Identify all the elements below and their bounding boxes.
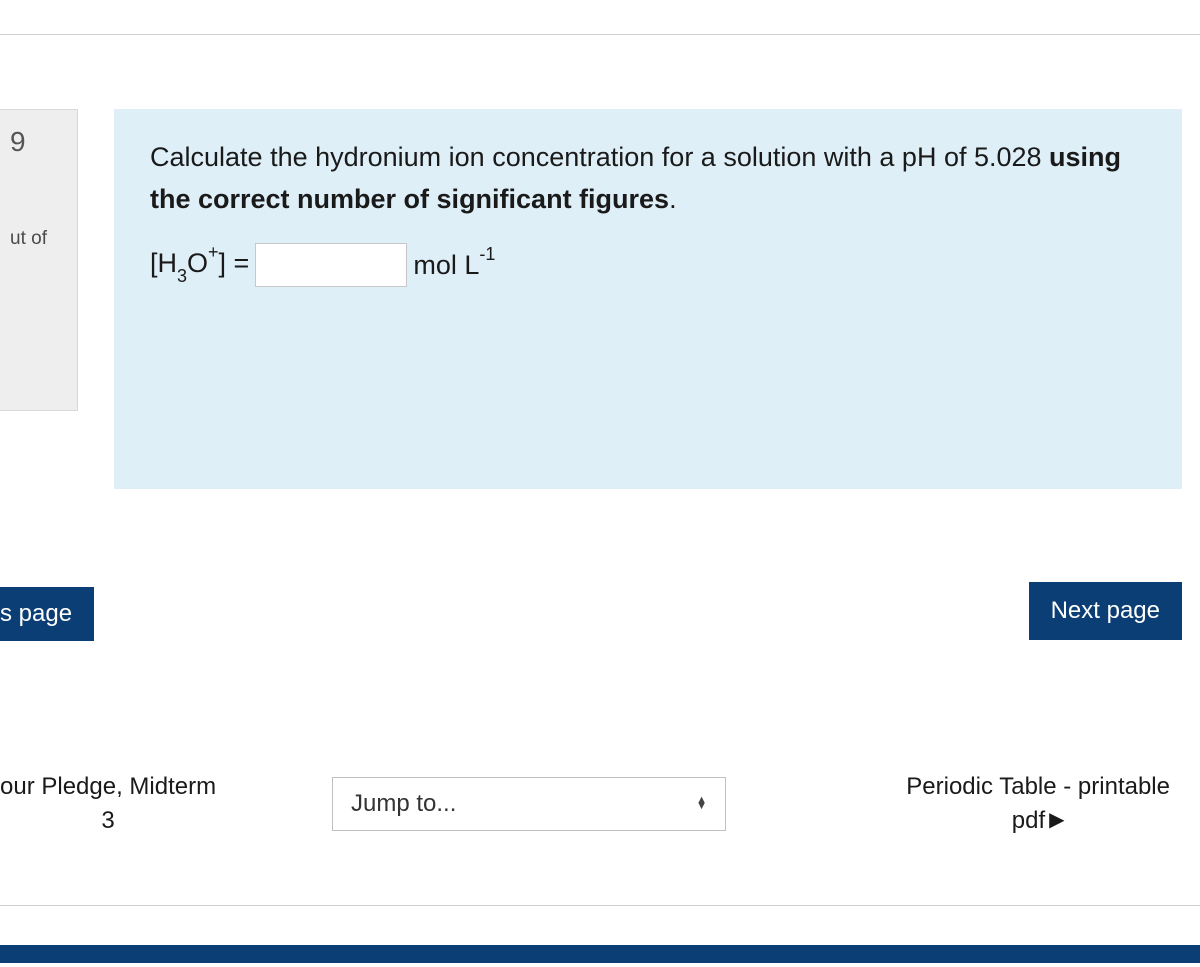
- next-link-line2: pdf: [1012, 804, 1045, 838]
- question-text-end: .: [669, 184, 677, 214]
- question-number: 9: [10, 126, 67, 158]
- next-link-line1: Periodic Table - printable: [906, 770, 1170, 804]
- jump-to-label: Jump to...: [351, 790, 456, 818]
- question-content-panel: Calculate the hydronium ion concentratio…: [114, 109, 1182, 489]
- next-activity-link[interactable]: Periodic Table - printable pdf ▶: [906, 770, 1170, 837]
- previous-page-button[interactable]: s page: [0, 587, 94, 641]
- unit-label: mol L-1: [413, 248, 495, 281]
- previous-page-label: s page: [0, 600, 72, 628]
- prev-link-line1: our Pledge, Midterm: [0, 770, 216, 804]
- next-link-row: pdf ▶: [1012, 804, 1065, 838]
- footer-bar: [0, 945, 1200, 963]
- prev-link-line2: 3: [0, 804, 216, 838]
- next-page-button[interactable]: Next page: [1029, 582, 1182, 640]
- select-arrows-icon: ▲ ▼: [696, 798, 707, 809]
- formula-label: [H3O+] =: [150, 246, 249, 283]
- question-text-part1: Calculate the hydronium ion concentratio…: [150, 142, 1049, 172]
- bottom-navigation: our Pledge, Midterm 3 Jump to... ▲ ▼ Per…: [0, 770, 1200, 837]
- play-icon: ▶: [1049, 806, 1064, 834]
- jump-to-select[interactable]: Jump to... ▲ ▼: [332, 777, 726, 831]
- previous-activity-link[interactable]: our Pledge, Midterm 3: [0, 770, 216, 837]
- question-info-sidebar: 9 ut of: [0, 109, 78, 411]
- sidebar-out-of-text: ut of: [10, 228, 67, 250]
- bottom-separator: [0, 905, 1200, 906]
- answer-input[interactable]: [255, 243, 407, 287]
- top-separator: [0, 34, 1200, 35]
- next-page-label: Next page: [1051, 597, 1160, 625]
- question-text: Calculate the hydronium ion concentratio…: [150, 137, 1146, 221]
- answer-line: [H3O+] = mol L-1: [150, 243, 1146, 287]
